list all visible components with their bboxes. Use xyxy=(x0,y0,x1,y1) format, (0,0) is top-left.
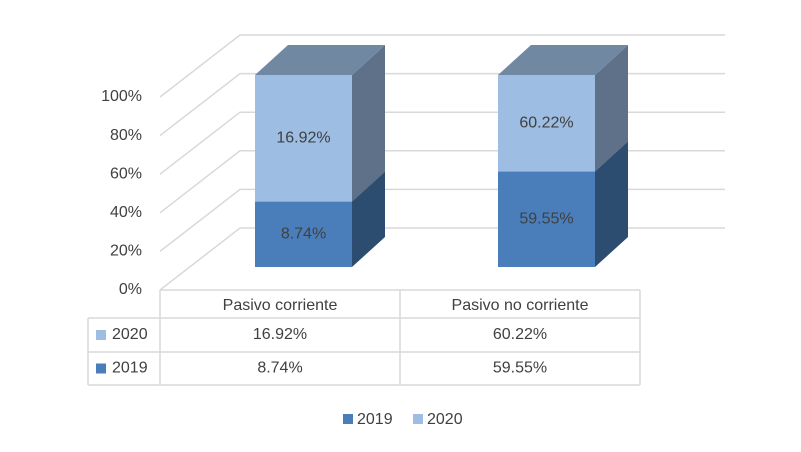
table-value: 8.74% xyxy=(257,360,302,377)
table-value: 59.55% xyxy=(493,360,547,377)
y-tick-label: 40% xyxy=(110,204,142,221)
y-tick-label: 0% xyxy=(119,281,142,298)
category-label: Pasivo corriente xyxy=(223,297,338,314)
grid-line xyxy=(159,72,725,137)
bar-front xyxy=(255,201,352,267)
data-label: 16.92% xyxy=(276,130,330,147)
table-series-name: 2020 xyxy=(112,326,148,343)
grid-line xyxy=(159,150,725,214)
y-tick-label: 100% xyxy=(101,88,142,105)
bar-side xyxy=(595,45,628,172)
legend-key xyxy=(343,414,353,424)
bar-top xyxy=(498,45,628,75)
data-label: 60.22% xyxy=(519,114,573,131)
legend-key xyxy=(413,414,423,424)
legend-label: 2019 xyxy=(357,411,393,428)
bar-front xyxy=(498,171,595,267)
table-value: 16.92% xyxy=(253,326,307,343)
y-tick-label: 80% xyxy=(110,127,142,144)
grid-line xyxy=(159,34,725,98)
table-series-name: 2019 xyxy=(112,360,148,377)
category-label: Pasivo no corriente xyxy=(452,297,589,314)
data-label: 59.55% xyxy=(519,210,573,227)
bar-side xyxy=(352,45,385,202)
table-legend-key xyxy=(96,330,106,340)
grid-line xyxy=(159,111,725,175)
y-tick-label: 20% xyxy=(110,243,142,260)
legend-label: 2020 xyxy=(427,411,463,428)
bar-side xyxy=(595,141,628,267)
data-label: 8.74% xyxy=(281,226,326,243)
bar-side xyxy=(352,171,385,267)
bar-front xyxy=(255,75,352,202)
table-legend-key xyxy=(96,363,106,374)
table-value: 60.22% xyxy=(493,326,547,343)
grid-line xyxy=(159,188,725,252)
bar-top xyxy=(255,45,385,75)
grid-line xyxy=(159,227,725,291)
bar-front xyxy=(498,75,595,172)
y-tick-label: 60% xyxy=(110,165,142,182)
